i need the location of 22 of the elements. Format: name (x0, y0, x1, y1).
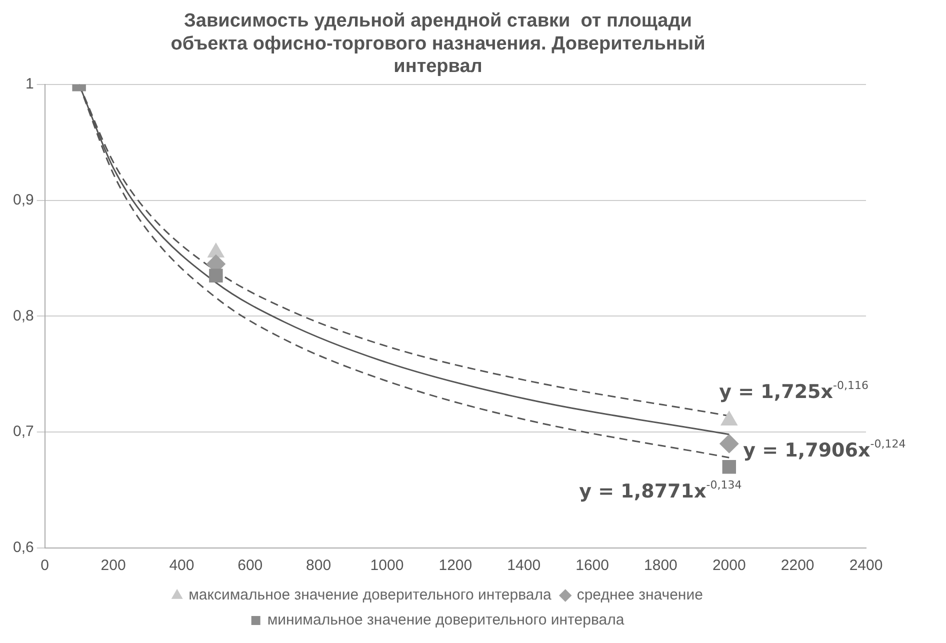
y-tick-label: 0,9 (12, 191, 34, 208)
y-tick-label: 0,7 (12, 423, 34, 440)
x-tick-label: 600 (238, 557, 263, 574)
legend-label: среднее значение (576, 586, 703, 604)
y-tick-label: 1 (26, 76, 34, 93)
x-tick-label: 200 (100, 557, 126, 574)
x-tick-label: 1600 (576, 557, 609, 574)
x-tick-label: 1000 (370, 557, 404, 574)
x-tick-label: 1400 (507, 557, 541, 574)
x-tick-label: 1200 (438, 557, 472, 574)
x-tick-label: 400 (169, 557, 194, 574)
legend-label: максимальное значение доверительного интервала (188, 586, 552, 604)
x-tick-label: 800 (306, 557, 332, 574)
y-tick-label: 0,6 (12, 539, 34, 556)
legend-label: минимальное значение доверительного интервала (267, 612, 625, 629)
x-tick-label: 2000 (712, 557, 746, 574)
x-tick-label: 2400 (849, 557, 883, 574)
x-tick-label: 0 (40, 557, 50, 574)
x-tick-label: 1800 (644, 557, 678, 574)
x-tick-label: 2200 (780, 557, 814, 574)
y-tick-label: 0,8 (12, 307, 34, 324)
chart-title: Зависимость удельной арендной ставки от площади объекта офисно-торгового назначения. Доверительный интервал (170, 10, 706, 78)
